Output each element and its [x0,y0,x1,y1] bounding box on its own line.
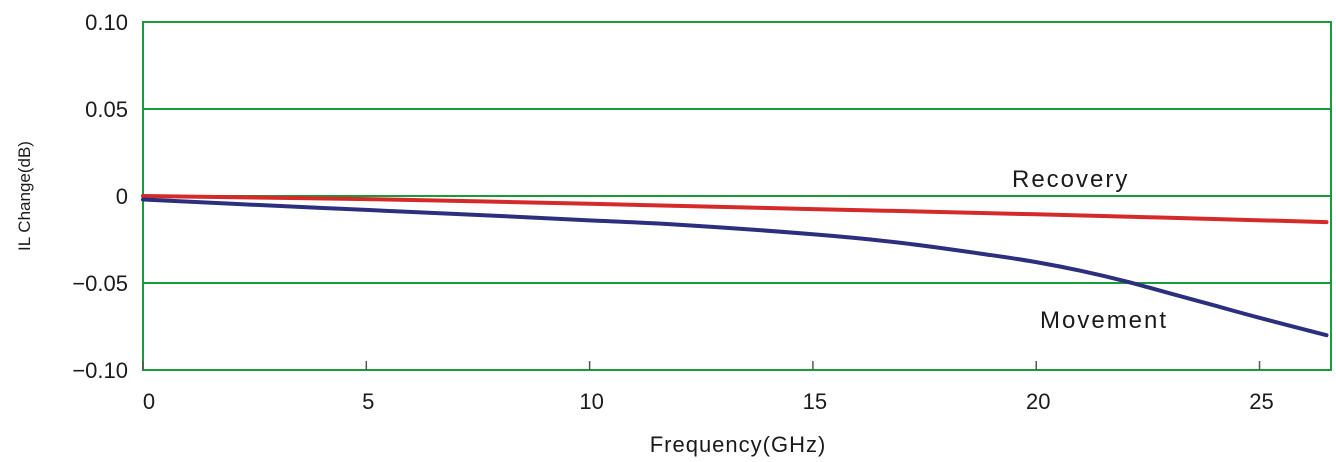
y-tick-label: −0.10 [72,358,128,383]
y-tick-label: 0.10 [85,10,128,35]
tick-labels: 0.10 0.05 0 −0.05 −0.10 0 5 10 15 20 25 [72,10,1273,414]
y-tick-label: 0.05 [85,97,128,122]
x-tick-label: 20 [1026,389,1050,414]
y-tick-label: 0 [116,184,128,209]
series-lines [141,194,1329,338]
x-tick-label: 10 [579,389,603,414]
series-label-recovery: Recovery [1012,166,1129,193]
y-tick-label: −0.05 [72,271,128,296]
axis-ticks [142,361,1261,370]
series-line-recovery [141,194,1329,225]
x-tick-label: 25 [1249,389,1273,414]
x-tick-label: 15 [803,389,827,414]
x-tick-label: 5 [362,389,374,414]
series-line-movement [141,197,1329,338]
series-label-movement: Movement [1040,307,1168,334]
y-axis-label: IL Change(dB) [15,141,34,251]
x-axis-label: Frequency(GHz) [650,432,827,457]
x-tick-label: 0 [143,389,155,414]
